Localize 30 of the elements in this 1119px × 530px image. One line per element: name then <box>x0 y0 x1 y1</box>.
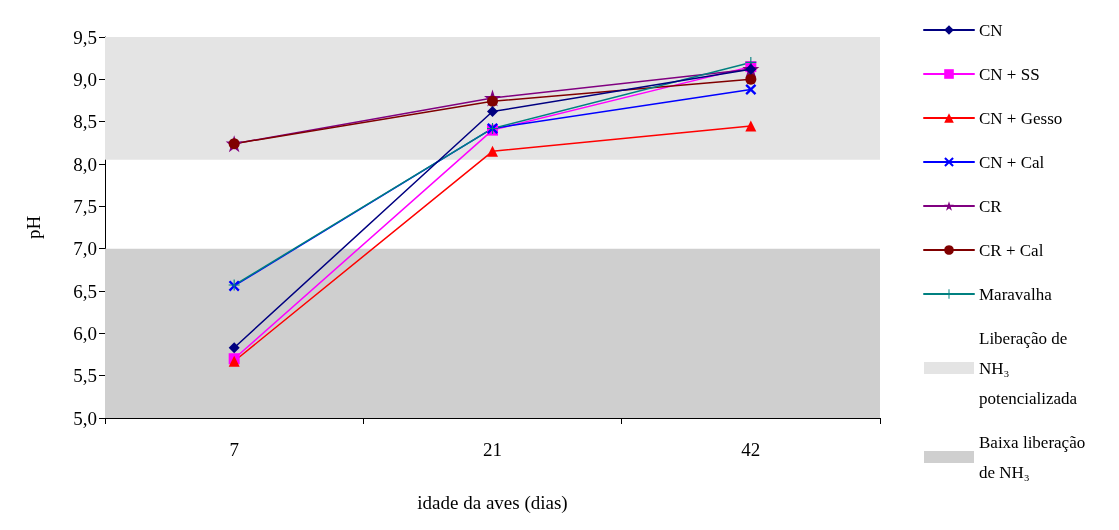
legend-label: CR + Cal <box>979 240 1044 260</box>
point <box>745 83 757 95</box>
x-tick-label: 42 <box>741 439 761 460</box>
y-tick-label: 8,5 <box>73 111 97 133</box>
y-tick-label: 7,5 <box>73 195 97 217</box>
y-tick-label: 9,0 <box>73 68 97 90</box>
y-tick-label: 6,0 <box>73 322 97 344</box>
legend-label: CR <box>979 196 1003 216</box>
point <box>487 106 498 118</box>
point <box>745 73 757 85</box>
y-tick-label: 9,5 <box>73 26 97 48</box>
legend-label: CN + Cal <box>979 152 1045 172</box>
x-tick-label: 21 <box>483 439 502 460</box>
point <box>487 145 498 157</box>
legend-label: CN + Gesso <box>979 108 1063 128</box>
y-tick-label: 7,0 <box>73 238 97 260</box>
x-tick-label: 7 <box>229 439 239 460</box>
y-tick-label: 6,5 <box>73 280 97 302</box>
y-tick-label: 5,0 <box>73 407 97 429</box>
legend-label: Maravalha <box>979 284 1053 304</box>
y-axis-title: pH <box>23 215 44 240</box>
x-axis-title: idade da aves (dias) <box>417 492 568 514</box>
y-tick-label: 8,0 <box>73 153 97 175</box>
y-tick-label: 5,5 <box>73 365 97 387</box>
legend-label: CN + SS <box>979 64 1040 84</box>
legend-label: CN <box>979 20 1003 40</box>
point <box>745 120 757 132</box>
legend-label: Liberação de NH₃ potencializada <box>979 328 1078 408</box>
point <box>228 342 240 354</box>
legend-label: Baixa liberação de NH₃ <box>979 432 1090 482</box>
